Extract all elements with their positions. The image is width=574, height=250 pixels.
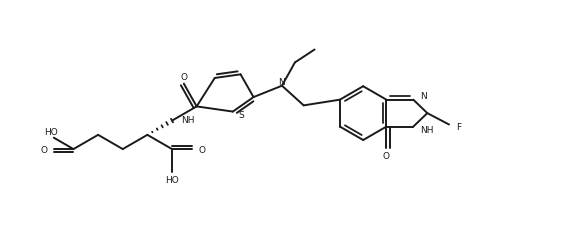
Text: HO: HO [165,175,179,184]
Text: HO: HO [44,128,58,136]
Text: N: N [420,92,427,101]
Text: O: O [180,72,187,82]
Text: NH: NH [420,125,433,134]
Text: O: O [40,145,48,154]
Text: O: O [198,145,205,154]
Text: F: F [456,122,461,132]
Text: O: O [383,152,390,160]
Text: S: S [239,110,245,119]
Text: NH: NH [181,116,195,124]
Text: N: N [278,78,285,87]
